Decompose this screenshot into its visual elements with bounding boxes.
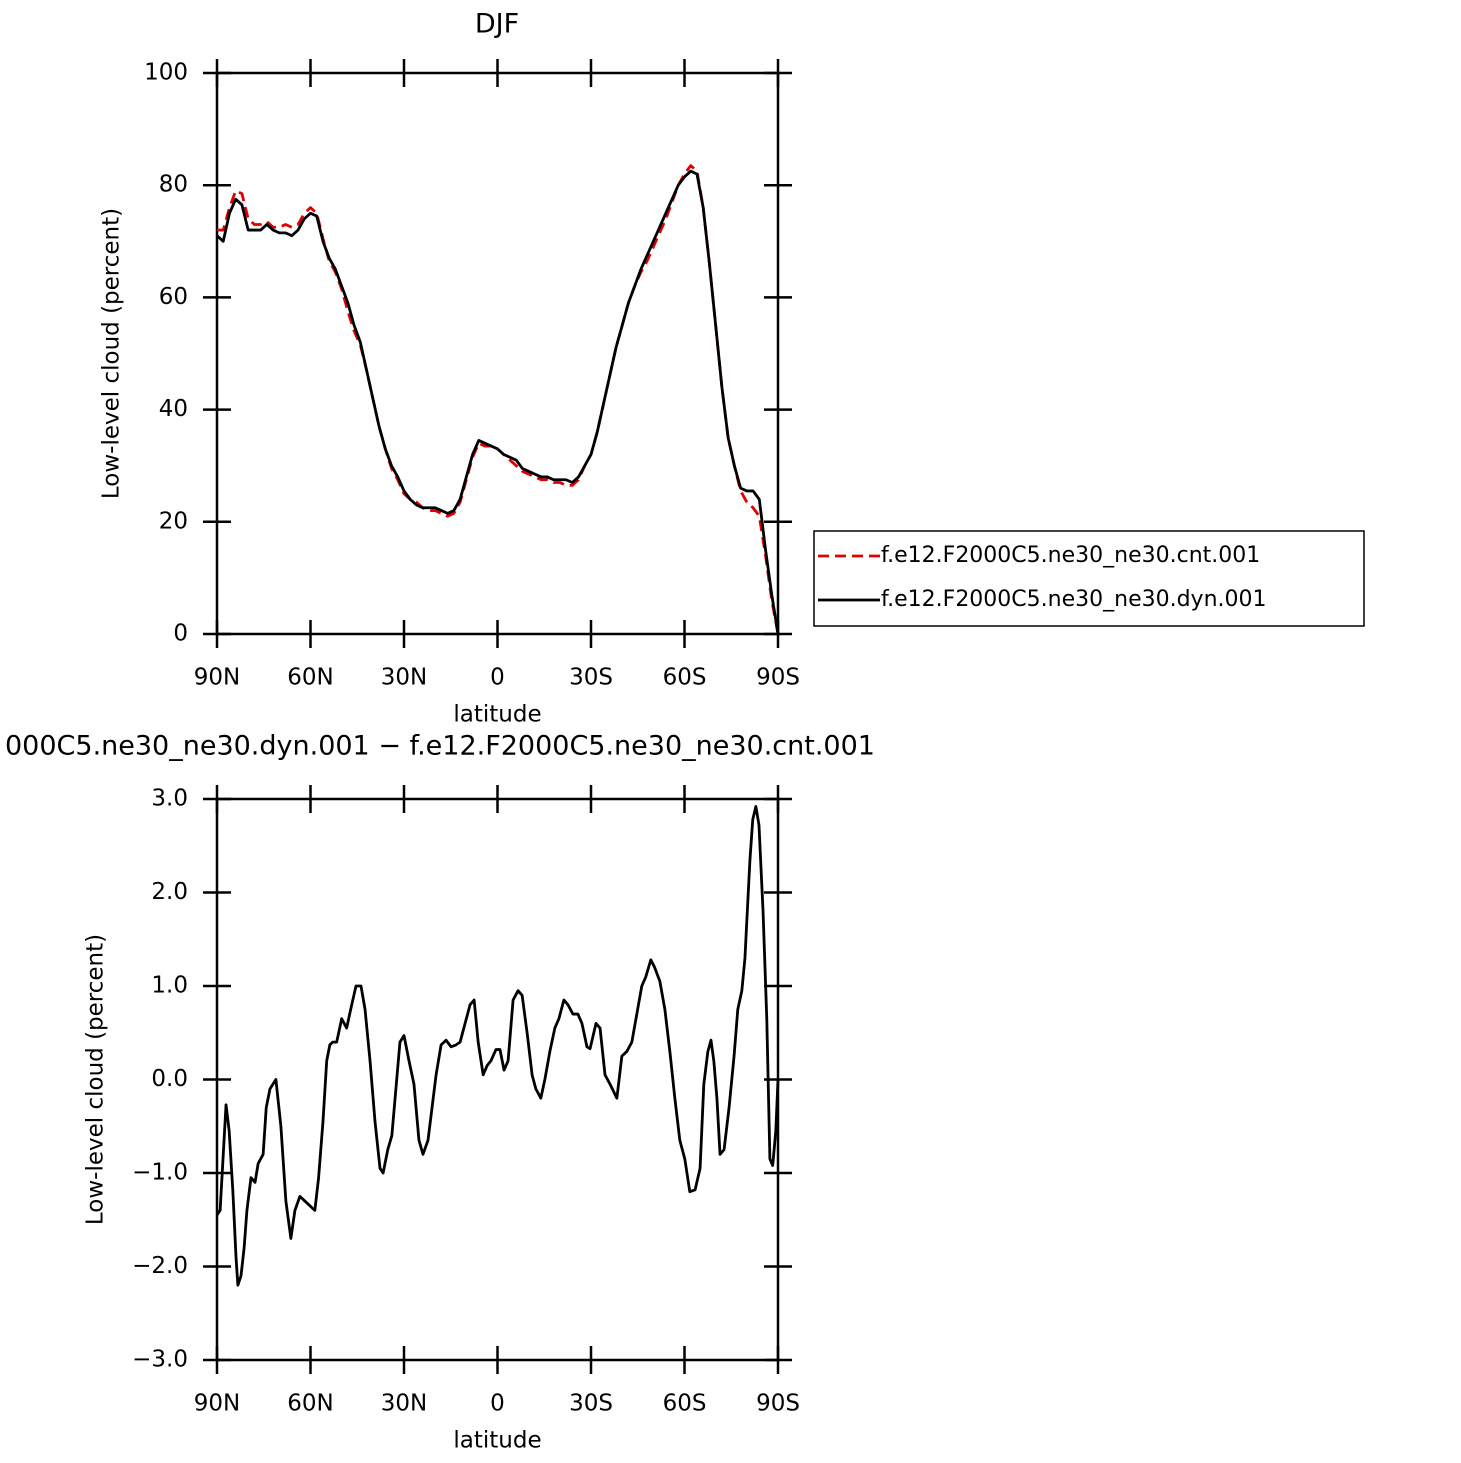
- y-axis-label: Low-level cloud (percent): [99, 208, 125, 499]
- y-tick-label: −1.0: [132, 1160, 188, 1186]
- legend-box: [813, 530, 1365, 627]
- chart-title: DJF: [475, 9, 519, 40]
- x-tick-label: 30N: [381, 1391, 427, 1417]
- x-axis-label: latitude: [453, 1428, 541, 1454]
- y-tick-label: −2.0: [132, 1253, 188, 1279]
- data-line: [215, 805, 780, 1287]
- x-tick-label: 0: [490, 1391, 505, 1417]
- x-axis-label: latitude: [453, 702, 541, 728]
- x-tick-label: 60S: [663, 1391, 707, 1417]
- y-tick-label: 60: [159, 284, 188, 310]
- chart-title: 000C5.ne30_ne30.dyn.001 − f.e12.F2000C5.…: [5, 731, 875, 762]
- data-line: [217, 164, 780, 635]
- plot-frame: [215, 71, 780, 636]
- x-tick-label: 60N: [287, 665, 333, 691]
- x-tick-label: 30S: [569, 1391, 613, 1417]
- y-tick-label: 20: [159, 508, 188, 534]
- y-tick-label: −3.0: [132, 1347, 188, 1373]
- y-tick-label: 40: [159, 396, 188, 422]
- x-tick-label: 90N: [194, 665, 240, 691]
- x-tick-label: 30N: [381, 665, 427, 691]
- x-tick-label: 60N: [287, 1391, 333, 1417]
- x-tick-label: 0: [490, 665, 505, 691]
- y-tick-label: 100: [144, 60, 188, 86]
- plot-frame: [215, 797, 780, 1362]
- y-tick-label: 1.0: [151, 973, 188, 999]
- y-axis-label: Low-level cloud (percent): [83, 934, 109, 1225]
- legend-label: f.e12.F2000C5.ne30_ne30.cnt.001: [881, 543, 1260, 568]
- x-tick-label: 90N: [194, 1391, 240, 1417]
- y-tick-label: 2.0: [151, 879, 188, 905]
- y-tick-label: 0: [173, 621, 188, 647]
- y-tick-label: 80: [159, 172, 188, 198]
- y-tick-label: 3.0: [151, 786, 188, 812]
- x-tick-label: 60S: [663, 665, 707, 691]
- x-tick-label: 90S: [756, 665, 800, 691]
- y-tick-label: 0.0: [151, 1066, 188, 1092]
- legend-label: f.e12.F2000C5.ne30_ne30.dyn.001: [881, 587, 1267, 612]
- x-tick-label: 90S: [756, 1391, 800, 1417]
- x-tick-label: 30S: [569, 665, 613, 691]
- data-line: [216, 169, 780, 635]
